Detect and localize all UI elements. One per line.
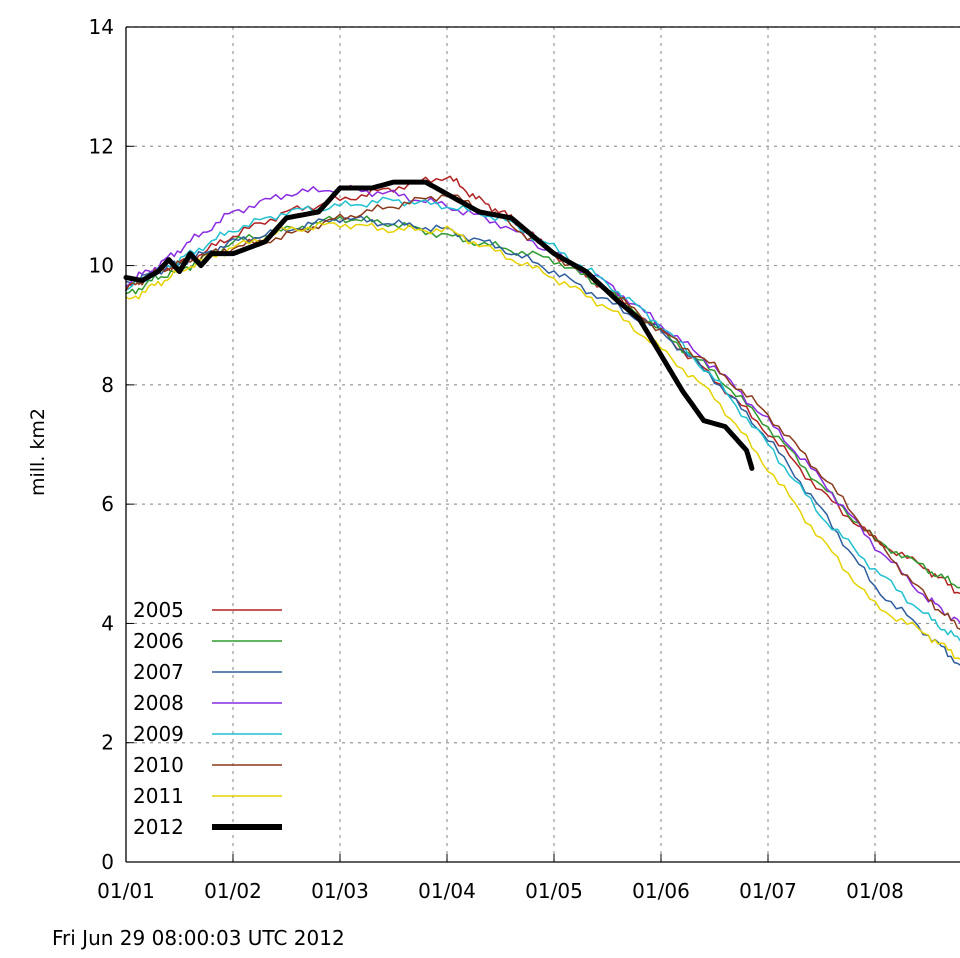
legend-label-2010: 2010	[133, 753, 184, 777]
y-axis-title: mill. km2	[27, 408, 49, 496]
y-tick-label: 2	[101, 731, 114, 755]
legend-label-2011: 2011	[133, 784, 184, 808]
series-line-2005	[125, 175, 960, 595]
series-line-2012	[123, 179, 755, 471]
x-tick-label: 01/06	[632, 879, 690, 903]
series-line-2008	[125, 184, 960, 624]
legend-label-2012: 2012	[133, 815, 184, 839]
series-line-2010	[125, 194, 960, 630]
legend-label-2007: 2007	[133, 660, 184, 684]
legend-label-2009: 2009	[133, 722, 184, 746]
y-tick-label: 0	[101, 850, 114, 874]
x-tick-label: 01/07	[739, 879, 797, 903]
x-tick-label: 01/03	[311, 879, 369, 903]
legend-label-2008: 2008	[133, 691, 184, 715]
series-lines	[123, 175, 960, 666]
timestamp: Fri Jun 29 08:00:03 UTC 2012	[52, 926, 345, 950]
series-line-2011	[125, 221, 960, 660]
x-tick-label: 01/04	[418, 879, 476, 903]
y-tick-label: 10	[89, 254, 114, 278]
legend-label-2005: 2005	[133, 598, 184, 622]
series-line-2009	[125, 196, 960, 642]
x-tick-label: 01/05	[525, 879, 583, 903]
grid-lines	[126, 26, 960, 862]
y-tick-label: 12	[89, 134, 114, 158]
y-tick-label: 8	[101, 373, 114, 397]
series-line-2007	[125, 215, 960, 666]
x-tick-label: 01/02	[204, 879, 262, 903]
axes: 0 2 4 6 8 10 12 14 01/01 01/02 01/03 01/04 01/05 01/0…	[89, 15, 960, 903]
legend-label-2006: 2006	[133, 629, 184, 653]
y-tick-label: 14	[89, 15, 114, 39]
legend: 2005 2006 2007 2008 2009 2010 2011 2012	[133, 598, 282, 839]
x-tick-label: 01/01	[97, 879, 155, 903]
x-tick-label: 01/08	[846, 879, 904, 903]
y-tick-label: 6	[101, 492, 114, 516]
y-tick-label: 4	[101, 611, 114, 635]
